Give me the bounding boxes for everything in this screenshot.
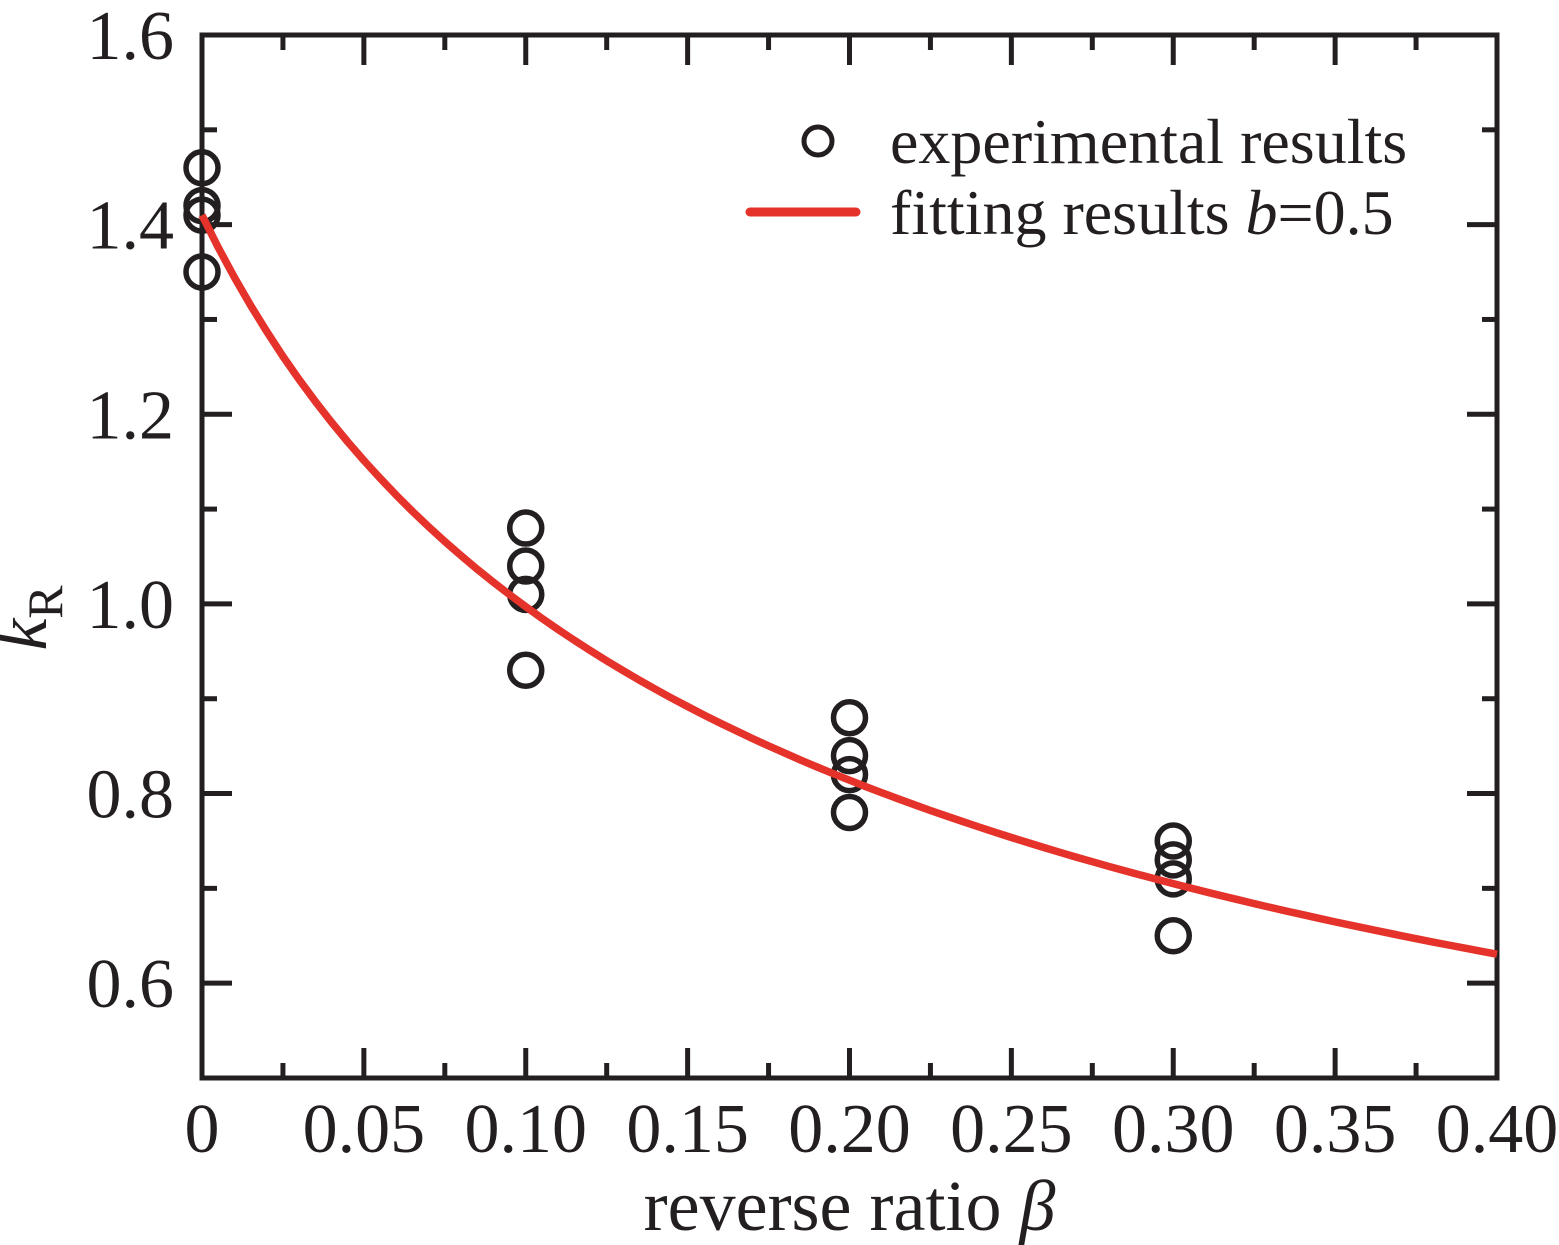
x-axis-title: reverse ratio β bbox=[644, 1166, 1056, 1245]
data-point-circle bbox=[830, 698, 869, 737]
y-tick-label: 1.2 bbox=[87, 377, 175, 454]
x-tick-label: 0.40 bbox=[1436, 1091, 1559, 1168]
y-tick-label: 1.0 bbox=[87, 567, 175, 644]
x-tick-label: 0.15 bbox=[626, 1091, 749, 1168]
x-tick-label: 0 bbox=[185, 1091, 220, 1168]
y-tick-label: 0.6 bbox=[87, 946, 175, 1023]
fit-curve-layer bbox=[198, 213, 1498, 958]
data-point-circle bbox=[830, 793, 869, 832]
data-point-circle bbox=[1154, 917, 1192, 955]
y-tick-label: 1.4 bbox=[87, 188, 175, 265]
data-point-circle bbox=[1154, 822, 1192, 860]
data-point-circle bbox=[507, 509, 545, 547]
data-point-circle bbox=[830, 736, 869, 775]
axes-layer bbox=[199, 32, 1500, 1081]
x-tick-label: 0.05 bbox=[303, 1091, 426, 1168]
legend-marker-circle-icon bbox=[801, 124, 835, 158]
y-tick-label: 0.8 bbox=[87, 757, 175, 834]
fit-curve-line bbox=[198, 213, 1498, 958]
data-point-circle bbox=[183, 148, 221, 187]
data-point-circle bbox=[183, 253, 221, 291]
data-point-circle bbox=[507, 547, 545, 585]
legend-label-experimental: experimental results bbox=[890, 106, 1407, 177]
y-tick-label: 1.6 bbox=[87, 0, 175, 75]
data-points-layer bbox=[183, 148, 1192, 955]
x-tick-label: 0.10 bbox=[465, 1091, 588, 1168]
y-axis-title: kR bbox=[0, 585, 73, 651]
x-tick-label: 0.25 bbox=[950, 1091, 1073, 1168]
data-point-circle bbox=[183, 196, 221, 234]
x-tick-label: 0.20 bbox=[788, 1091, 911, 1168]
legend-label-fitting: fitting results b=0.5 bbox=[890, 177, 1394, 248]
data-point-circle bbox=[507, 651, 545, 690]
data-point-circle bbox=[1154, 841, 1192, 879]
x-tick-label: 0.30 bbox=[1112, 1091, 1235, 1168]
x-tick-label: 0.35 bbox=[1274, 1091, 1397, 1168]
